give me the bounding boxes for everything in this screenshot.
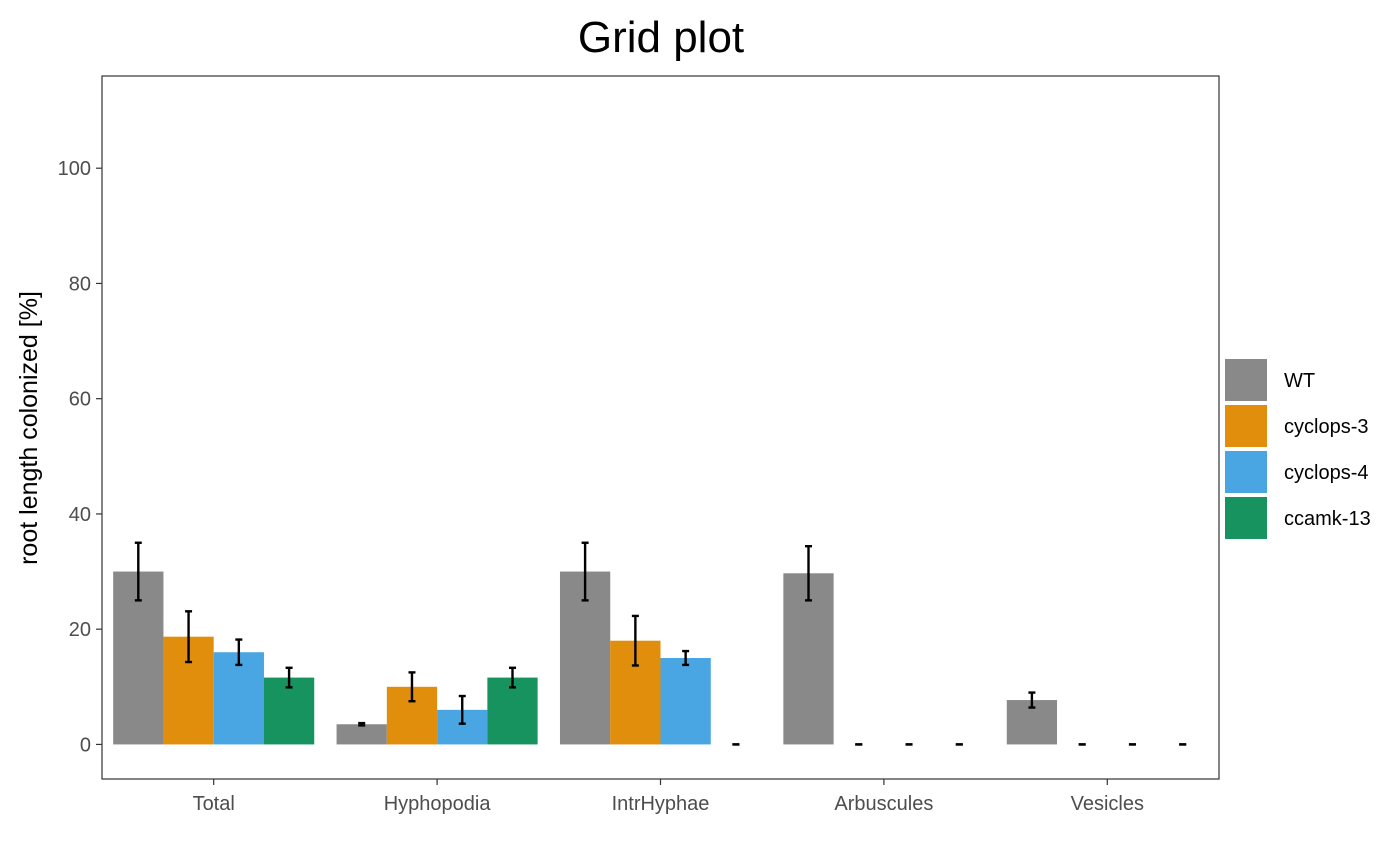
legend-label: cyclops-4 [1284, 462, 1368, 484]
chart-title: Grid plot [578, 13, 744, 62]
x-tick-label: Vesicles [1071, 793, 1144, 815]
x-tick-label: Hyphopodia [384, 793, 492, 815]
legend-key [1225, 405, 1267, 447]
bar [263, 677, 315, 745]
y-tick-label: 20 [69, 619, 91, 641]
x-tick-label: Arbuscules [834, 793, 933, 815]
y-tick-label: 40 [69, 504, 91, 526]
legend: WT cyclops-3 cyclops-4 ccamk-13 [1225, 359, 1371, 539]
legend-label: WT [1284, 370, 1315, 392]
y-tick-label: 100 [58, 158, 91, 180]
x-tick-label: IntrHyphae [612, 793, 710, 815]
legend-key [1225, 451, 1267, 493]
y-axis-title: root length colonized [%] [15, 291, 43, 565]
x-axis: Total Hyphopodia IntrHyphae Arbuscules Vesic… [193, 779, 1144, 815]
bar [783, 573, 834, 745]
legend-key [1225, 497, 1267, 539]
y-tick-label: 80 [69, 273, 91, 295]
legend-label: ccamk-13 [1284, 508, 1371, 530]
error-bars [134, 541, 1187, 746]
y-tick-label: 0 [80, 734, 91, 756]
bar [213, 652, 264, 745]
y-tick-label: 60 [69, 389, 91, 411]
bar [660, 657, 711, 745]
legend-label: cyclops-3 [1284, 416, 1368, 438]
x-tick-label: Total [193, 793, 235, 815]
bar [487, 677, 538, 745]
bar [336, 724, 387, 745]
y-axis: 0 20 40 60 80 100 [58, 158, 102, 756]
legend-key [1225, 359, 1267, 401]
